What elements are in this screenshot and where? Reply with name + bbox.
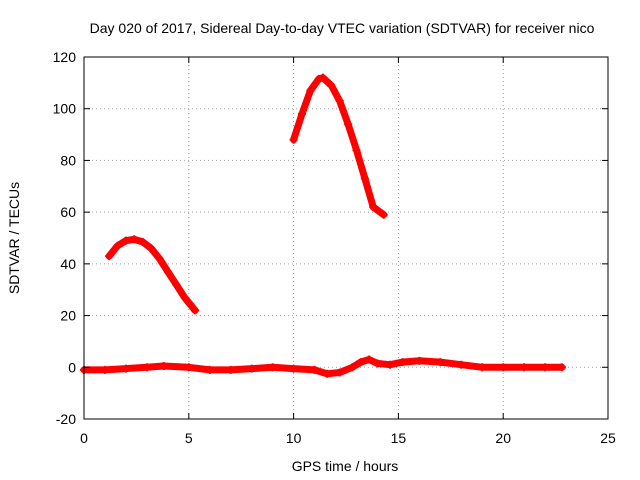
- data-point: [335, 96, 344, 105]
- data-point: [520, 363, 529, 372]
- data-point: [130, 235, 139, 244]
- data-point: [289, 364, 298, 373]
- data-point: [348, 363, 357, 372]
- data-point: [113, 241, 122, 250]
- series-line-baseline: [80, 356, 566, 378]
- axis-ticks: [83, 56, 609, 420]
- data-point: [289, 135, 298, 144]
- data-point: [138, 237, 147, 246]
- data-point: [369, 202, 378, 211]
- data-point: [184, 363, 193, 372]
- data-point: [163, 267, 172, 276]
- x-tick-label: 20: [495, 430, 511, 446]
- x-tick-label: 15: [391, 430, 407, 446]
- data-point: [541, 363, 550, 372]
- data-point: [557, 363, 566, 372]
- y-tick-label: 100: [53, 101, 77, 117]
- data-point: [360, 174, 369, 183]
- x-tick-label: 10: [286, 430, 302, 446]
- data-point: [344, 120, 353, 129]
- x-tick-label: 25: [600, 430, 616, 446]
- y-tick-label: 0: [68, 359, 76, 375]
- data-point: [226, 365, 235, 374]
- data-point: [100, 365, 109, 374]
- data-point: [191, 306, 200, 315]
- y-tick-label: -20: [56, 411, 76, 427]
- x-tick-label: 5: [185, 430, 193, 446]
- data-point: [306, 86, 315, 95]
- data-point: [499, 363, 508, 372]
- chart-title: Day 020 of 2017, Sidereal Day-to-day VTE…: [90, 20, 595, 36]
- data-point: [415, 356, 424, 365]
- data-point: [365, 355, 374, 364]
- y-tick-label: 120: [53, 49, 77, 65]
- data-point: [180, 293, 189, 302]
- y-tick-labels: -20 0 20 40 60 80 100 120: [53, 49, 77, 427]
- data-point: [398, 358, 407, 367]
- data-point: [159, 361, 168, 370]
- data-point: [268, 363, 277, 372]
- y-tick-label: 80: [60, 152, 76, 168]
- plot-frame: [83, 56, 609, 420]
- data-point: [436, 358, 445, 367]
- data-point: [327, 81, 336, 90]
- y-tick-label: 40: [60, 256, 76, 272]
- data-point: [105, 252, 114, 261]
- data-point: [318, 73, 327, 82]
- data-series: [80, 73, 566, 378]
- data-point: [457, 360, 466, 369]
- data-point: [310, 365, 319, 374]
- x-tick-label: 0: [80, 430, 88, 446]
- x-axis-label: GPS time / hours: [292, 458, 399, 474]
- y-axis-label: SDTVAR / TECUs: [6, 182, 22, 294]
- data-point: [147, 244, 156, 253]
- data-point: [352, 146, 361, 155]
- data-point: [335, 368, 344, 377]
- data-point: [356, 358, 365, 367]
- data-point: [247, 364, 256, 373]
- x-tick-labels: 0 5 10 15 20 25: [80, 430, 616, 446]
- data-point: [121, 364, 130, 373]
- data-point: [323, 369, 332, 378]
- series-line-segment-1: [105, 235, 199, 314]
- data-point: [379, 210, 388, 219]
- grid-lines: [84, 57, 608, 419]
- data-point: [314, 74, 323, 83]
- data-point: [373, 359, 382, 368]
- data-point: [386, 360, 395, 369]
- data-point: [205, 365, 214, 374]
- data-point: [478, 363, 487, 372]
- y-tick-label: 60: [60, 204, 76, 220]
- data-point: [121, 236, 130, 245]
- data-point: [142, 363, 151, 372]
- data-point: [155, 254, 164, 263]
- data-point: [172, 280, 181, 289]
- data-point: [297, 109, 306, 118]
- series-line-segment-2: [290, 74, 388, 219]
- y-tick-label: 20: [60, 308, 76, 324]
